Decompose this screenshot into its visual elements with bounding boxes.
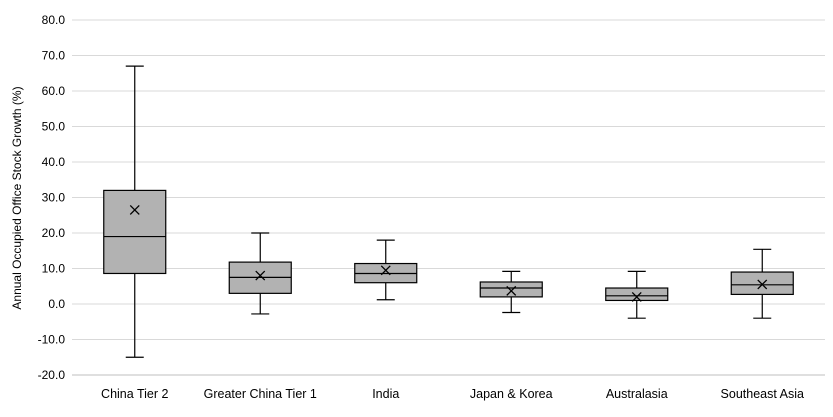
box-4 [605, 270, 669, 319]
interquartile-box [103, 189, 167, 275]
x-category-label: Japan & Korea [470, 387, 553, 401]
interquartile-box [479, 281, 543, 298]
y-axis-ticks: 80.0 70.0 60.0 50.0 40.0 30.0 20.0 10.0 0.0 -10.0… [38, 13, 66, 382]
x-category-label: China Tier 2 [101, 387, 168, 401]
mean-marker [255, 270, 266, 281]
box-1 [228, 232, 292, 315]
y-axis-title: Annual Occupied Office Stock Growth (%) [10, 86, 24, 309]
box-3 [479, 270, 543, 314]
mean-marker [506, 285, 517, 296]
box-5 [730, 248, 794, 319]
mean-marker [129, 204, 140, 215]
boxes [103, 65, 794, 358]
gridlines [72, 19, 825, 376]
y-tick-label: 70.0 [42, 49, 66, 63]
y-tick-label: 40.0 [42, 155, 66, 169]
y-tick-label: 20.0 [42, 226, 66, 240]
mean-marker [631, 291, 642, 302]
mean-marker [380, 265, 391, 276]
y-tick-label: 10.0 [42, 262, 66, 276]
y-tick-label: -20.0 [38, 368, 66, 382]
y-tick-label: -10.0 [38, 333, 66, 347]
y-tick-label: 60.0 [42, 84, 66, 98]
interquartile-box [730, 271, 794, 296]
mean-marker [757, 279, 768, 290]
x-axis-labels: China Tier 2 Greater China Tier 1 India Jap… [101, 387, 804, 401]
x-category-label: India [372, 387, 399, 401]
box-2 [354, 239, 418, 301]
x-category-label: Australasia [606, 387, 668, 401]
y-tick-label: 50.0 [42, 120, 66, 134]
interquartile-box [605, 287, 669, 302]
y-tick-label: 0.0 [48, 297, 65, 311]
y-tick-label: 30.0 [42, 191, 66, 205]
y-tick-label: 80.0 [42, 13, 66, 27]
x-category-label: Southeast Asia [721, 387, 804, 401]
x-category-label: Greater China Tier 1 [204, 387, 317, 401]
box-0 [103, 65, 167, 358]
